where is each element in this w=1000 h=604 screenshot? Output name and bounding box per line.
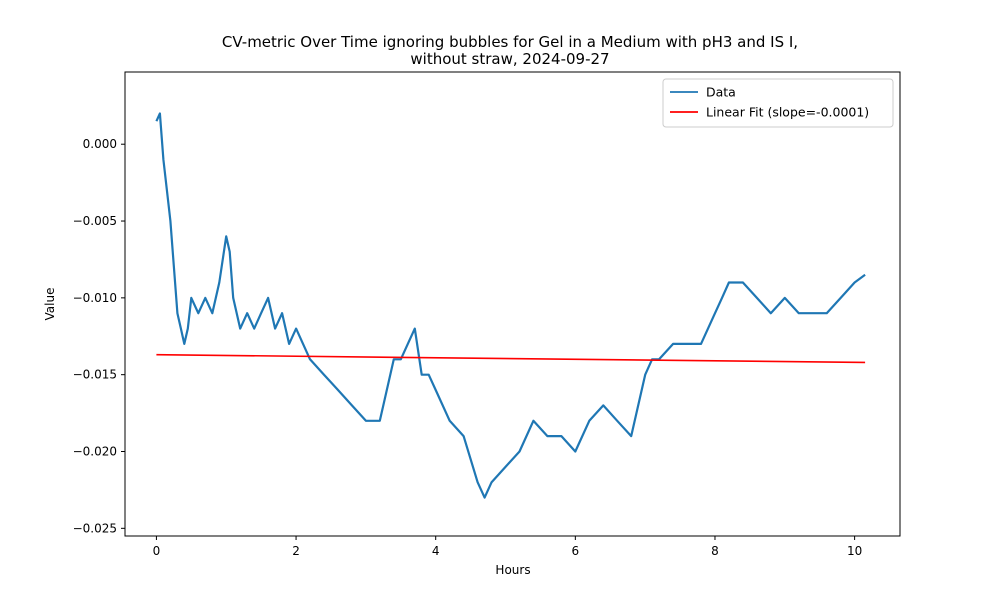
plot-area bbox=[155, 112, 866, 499]
legend-label: Linear Fit (slope=-0.0001) bbox=[706, 105, 869, 120]
y-axis-label: Value bbox=[43, 288, 57, 321]
x-tick-label: 6 bbox=[572, 544, 580, 558]
y-axis: 0.000 −0.005 −0.010 −0.015 −0.020 −0.025 bbox=[73, 137, 125, 535]
axes-frame bbox=[124, 71, 901, 537]
y-tick-label: 0.000 bbox=[83, 137, 117, 151]
y-tick-label: −0.010 bbox=[73, 291, 117, 305]
y-tick-label: −0.025 bbox=[73, 521, 117, 535]
x-tick-label: 0 bbox=[153, 544, 161, 558]
x-axis: 0 2 4 6 8 10 bbox=[153, 536, 862, 558]
legend: Data Linear Fit (slope=-0.0001) bbox=[662, 78, 894, 128]
y-tick-label: −0.020 bbox=[73, 444, 117, 458]
x-axis-label: Hours bbox=[495, 563, 530, 577]
x-tick-label: 4 bbox=[432, 544, 440, 558]
x-tick-label: 10 bbox=[847, 544, 862, 558]
y-tick-label: −0.015 bbox=[73, 368, 117, 382]
chart-title-line2: without straw, 2024-09-27 bbox=[410, 50, 609, 68]
x-tick-label: 2 bbox=[292, 544, 300, 558]
legend-box bbox=[662, 78, 894, 128]
x-tick-label: 8 bbox=[711, 544, 719, 558]
data-series-line bbox=[155, 112, 866, 499]
legend-label: Data bbox=[706, 85, 736, 100]
linear-fit-line bbox=[156, 353, 866, 364]
chart-title-line1: CV-metric Over Time ignoring bubbles for… bbox=[222, 33, 798, 51]
y-tick-label: −0.005 bbox=[73, 214, 117, 228]
